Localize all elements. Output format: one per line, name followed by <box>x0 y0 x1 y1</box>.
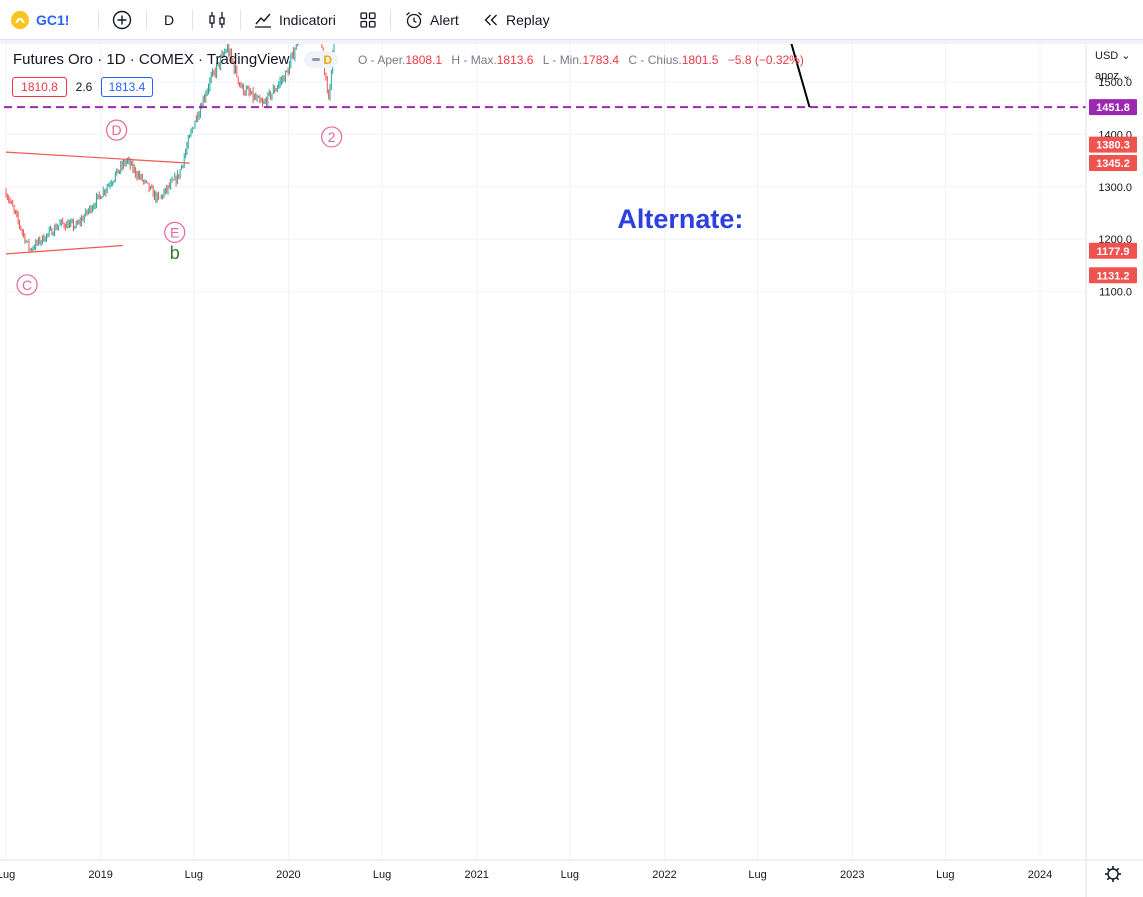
price-badge <box>1089 155 1137 172</box>
x-tick-label: Lug <box>936 869 954 881</box>
toolbar-divider <box>146 10 147 30</box>
x-tick-label: Lug <box>748 869 766 881</box>
top-toolbar: GC1! D Indicatori Alert R <box>0 0 1143 40</box>
alert-label: Alert <box>430 12 459 28</box>
x-tick-label: Lug <box>185 869 203 881</box>
indicators-button[interactable]: Indicatori <box>253 8 336 32</box>
toolbar-divider <box>192 10 193 30</box>
chart-type-button[interactable] <box>207 8 233 32</box>
ohlc-high-key: H - Max. <box>451 53 497 67</box>
market-status-dot <box>312 58 320 61</box>
x-tick-label: Lug <box>0 869 15 881</box>
wave-label-circle <box>106 119 128 141</box>
interval-badge-label: D <box>323 52 332 67</box>
rewind-icon <box>482 11 500 29</box>
currency-selector[interactable]: USD ⌄ <box>1095 49 1131 62</box>
grid-icon <box>358 10 378 30</box>
price-badge <box>1089 242 1137 259</box>
x-tick-label: Lug <box>561 869 579 881</box>
gear-icon-tooth <box>1115 867 1120 872</box>
replay-label: Replay <box>506 12 550 28</box>
gear-icon-tooth <box>1106 876 1111 881</box>
price-badge <box>1089 99 1137 116</box>
ohlc-high-value: 1813.6 <box>496 53 534 67</box>
ohlc-open-value: 1808.1 <box>405 53 443 67</box>
ohlc-change: −5.8 (−0.32%) <box>727 53 804 67</box>
price-badge-label: 1345.2 <box>1096 158 1130 170</box>
wave-label-circle <box>164 221 186 243</box>
toolbar-divider <box>98 10 99 30</box>
plus-circle-icon <box>112 10 132 30</box>
alert-button[interactable]: Alert <box>404 8 459 32</box>
ohlc-low-key: L - Min. <box>542 53 583 67</box>
price-badge-label: 1131.2 <box>1096 270 1129 282</box>
ohlc-close-key: C - Chius. <box>628 53 682 67</box>
unit-label: apoz <box>1095 70 1119 82</box>
wave-label: E <box>170 224 179 240</box>
price-badge-label: 1177.9 <box>1096 246 1129 258</box>
gear-icon-tooth <box>1115 876 1120 881</box>
wave-label-circle <box>321 126 343 148</box>
gear-icon[interactable] <box>1105 866 1121 882</box>
interval-label: D <box>164 12 175 28</box>
x-tick-label: 2019 <box>88 869 112 881</box>
wave-label: C <box>22 277 32 293</box>
price-axis-panel <box>1086 44 1143 897</box>
price-chart[interactable]: CDEb12345c(b)Alternate: 1100.01200.01300… <box>0 44 1143 897</box>
interval-badge[interactable]: D <box>304 51 338 68</box>
unit-selector[interactable]: apoz ⌄ <box>1095 69 1131 82</box>
x-tick-label: Lug <box>373 869 391 881</box>
legend-title: Futures Oro · 1D · COMEX · TradingView <box>13 51 290 68</box>
symbol-label: GC1! <box>36 12 70 28</box>
price-badge-label: 1451.8 <box>1096 102 1130 114</box>
chart-frame-border <box>0 40 1143 44</box>
ohlc-legend: O - Aper.1808.1 H - Max.1813.6 L - Min.1… <box>358 53 804 67</box>
y-tick-label: 1100.0 <box>1099 287 1132 299</box>
y-tick-label: 1300.0 <box>1098 182 1132 194</box>
gear-icon-tooth <box>1106 867 1111 872</box>
chevron-down-icon: ⌄ <box>1121 70 1132 82</box>
ohlc-low-value: 1783.4 <box>582 53 620 67</box>
wave-label-circle <box>16 274 38 296</box>
trendline <box>790 44 811 108</box>
interval-button[interactable]: D <box>164 8 174 32</box>
toolbar-divider <box>390 10 391 30</box>
x-tick-label: 2024 <box>1028 869 1052 881</box>
sell-price-box[interactable]: 1810.8 <box>12 77 67 97</box>
annotation-text: Alternate: <box>617 204 743 234</box>
wave-label: 2 <box>328 129 336 145</box>
compare-symbol-button[interactable] <box>112 8 138 32</box>
candles-icon <box>207 10 227 30</box>
wave-label: D <box>112 122 122 138</box>
buy-price-box[interactable]: 1813.4 <box>101 77 153 97</box>
replay-button[interactable]: Replay <box>482 8 550 32</box>
toolbar-divider <box>240 10 241 30</box>
price-badge <box>1089 267 1137 284</box>
trendline <box>5 244 123 255</box>
x-tick-label: 2023 <box>840 869 864 881</box>
templates-button[interactable] <box>358 8 384 32</box>
x-tick-label: 2021 <box>464 869 488 881</box>
gold-coin-icon <box>10 10 30 30</box>
spread-value: 2.6 <box>75 80 93 94</box>
price-badge-label: 1380.3 <box>1096 140 1130 152</box>
indicators-label: Indicatori <box>279 12 336 28</box>
ohlc-open-key: O - Aper. <box>358 53 406 67</box>
x-tick-label: 2020 <box>276 869 300 881</box>
price-badge <box>1089 136 1137 153</box>
currency-label: USD <box>1095 50 1119 62</box>
wave-degree-label: b <box>170 243 180 263</box>
symbol-search-button[interactable]: GC1! <box>10 8 69 32</box>
trendline <box>5 151 190 164</box>
ohlc-close-value: 1801.5 <box>681 53 719 67</box>
x-tick-label: 2022 <box>652 869 676 881</box>
indicators-icon <box>253 10 273 30</box>
alarm-clock-icon <box>404 10 424 30</box>
chevron-down-icon: ⌄ <box>1121 50 1131 62</box>
y-tick-label: 1500.0 <box>1098 77 1132 89</box>
